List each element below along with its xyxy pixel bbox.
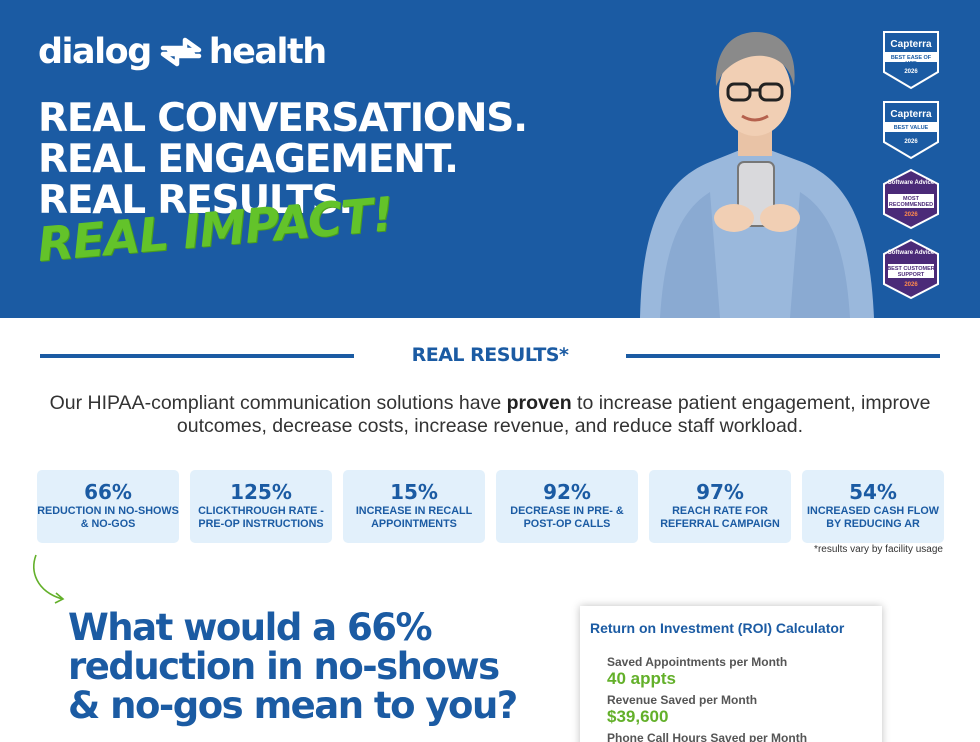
- award-badges: Capterra BEST EASE OF USE 2026 Capterra …: [880, 28, 942, 308]
- stat-value: 92%: [543, 480, 591, 504]
- question-heading: What would a 66% reduction in no-shows &…: [68, 606, 518, 727]
- badge-year: 2026: [904, 212, 918, 218]
- stat-label: DECREASE IN PRE- & POST-OP CALLS: [510, 505, 624, 530]
- stat-label: CLICKTHROUGH RATE - PRE-OP INSTRUCTIONS: [198, 505, 324, 530]
- roi-item-value: 40 appts: [607, 669, 676, 688]
- divider-left: [40, 354, 354, 358]
- badge-title: Capterra: [890, 39, 932, 50]
- badge-subtitle: BEST CUSTOMER SUPPORT: [887, 266, 935, 278]
- stat-value: 97%: [696, 480, 744, 504]
- software-advice-recommended-badge: Software Advice MOST RECOMMENDED 2026: [880, 168, 942, 230]
- roi-item-revenue: Revenue Saved per Month $39,600: [607, 693, 757, 727]
- question-line-3: & no-gos mean to you?: [68, 684, 518, 727]
- curved-arrow-icon: [33, 554, 65, 604]
- question-line-1: What would a 66%: [68, 606, 433, 649]
- roi-item-label: Revenue Saved per Month: [607, 693, 758, 707]
- stat-label: INCREASED CASH FLOW BY REDUCING AR: [807, 505, 939, 530]
- roi-calculator-card: Return on Investment (ROI) Calculator Sa…: [580, 606, 882, 742]
- capterra-ease-badge: Capterra BEST EASE OF USE 2026: [880, 28, 942, 90]
- logo-word-right: health: [208, 31, 327, 72]
- roi-item-call-hours: Phone Call Hours Saved per Month: [607, 731, 807, 742]
- headline: REAL CONVERSATIONS. REAL ENGAGEMENT. REA…: [38, 96, 528, 223]
- stat-card: 54% INCREASED CASH FLOW BY REDUCING AR: [802, 470, 944, 543]
- exchange-arrows-icon: [160, 37, 202, 67]
- intro-text-start: Our HIPAA-compliant communication soluti…: [49, 392, 507, 414]
- stat-value: 54%: [849, 480, 897, 504]
- stat-card: 15% INCREASE IN RECALL APPOINTMENTS: [343, 470, 485, 543]
- stat-value: 125%: [230, 480, 292, 504]
- stat-card: 125% CLICKTHROUGH RATE - PRE-OP INSTRUCT…: [190, 470, 332, 543]
- divider-right: [626, 354, 940, 358]
- stat-card: 92% DECREASE IN PRE- & POST-OP CALLS: [496, 470, 638, 543]
- intro-text-end: to increase patient engagement, improve …: [176, 392, 931, 437]
- roi-item-appointments: Saved Appointments per Month 40 appts: [607, 655, 787, 689]
- stat-value: 15%: [390, 480, 438, 504]
- dialog-health-logo[interactable]: dialog health: [38, 28, 327, 76]
- results-intro: Our HIPAA-compliant communication soluti…: [20, 392, 960, 438]
- badge-year: 2026: [904, 282, 918, 288]
- badge-year: 2026: [904, 69, 918, 75]
- stats-row: 66% REDUCTION IN NO-SHOWS & NO-GOS 125% …: [37, 470, 944, 543]
- roi-item-label: Saved Appointments per Month: [607, 655, 788, 669]
- headline-line-3: REAL RESULTS.: [38, 178, 353, 223]
- badge-subtitle: BEST VALUE: [893, 125, 929, 131]
- stat-label: INCREASE IN RECALL APPOINTMENTS: [355, 505, 473, 530]
- stat-label: REDUCTION IN NO-SHOWS & NO-GOS: [37, 505, 179, 530]
- badge-subtitle: BEST EASE OF USE: [890, 55, 932, 67]
- badge-title: Software Advice: [887, 250, 935, 256]
- woman-with-phone-photo: [640, 32, 874, 318]
- hero-banner: dialog health REAL CONVERSATIONS. REAL E…: [0, 0, 980, 318]
- stat-card: 66% REDUCTION IN NO-SHOWS & NO-GOS: [37, 470, 179, 543]
- stat-card: 97% REACH RATE FOR REFERRAL CAMPAIGN: [649, 470, 791, 543]
- badge-title: Capterra: [890, 109, 932, 120]
- software-advice-support-badge: Software Advice BEST CUSTOMER SUPPORT 20…: [880, 238, 942, 300]
- results-disclaimer: *results vary by facility usage: [814, 544, 943, 555]
- stat-value: 66%: [84, 480, 132, 504]
- results-title: REAL RESULTS*: [411, 344, 569, 366]
- roi-item-value: $39,600: [607, 707, 669, 726]
- stat-label: REACH RATE FOR REFERRAL CAMPAIGN: [660, 505, 780, 530]
- headline-line-2: REAL ENGAGEMENT.: [38, 137, 459, 182]
- intro-emphasis: proven: [506, 392, 572, 414]
- logo-word-left: dialog: [38, 31, 152, 72]
- roi-item-label: Phone Call Hours Saved per Month: [607, 731, 808, 742]
- question-line-2: reduction in no-shows: [68, 645, 500, 688]
- badge-subtitle: MOST RECOMMENDED: [888, 196, 934, 208]
- headline-line-1: REAL CONVERSATIONS.: [38, 96, 528, 141]
- capterra-value-badge: Capterra BEST VALUE 2026: [880, 98, 942, 160]
- badge-year: 2026: [904, 139, 918, 145]
- roi-title: Return on Investment (ROI) Calculator: [590, 620, 845, 636]
- badge-title: Software Advice: [887, 180, 935, 186]
